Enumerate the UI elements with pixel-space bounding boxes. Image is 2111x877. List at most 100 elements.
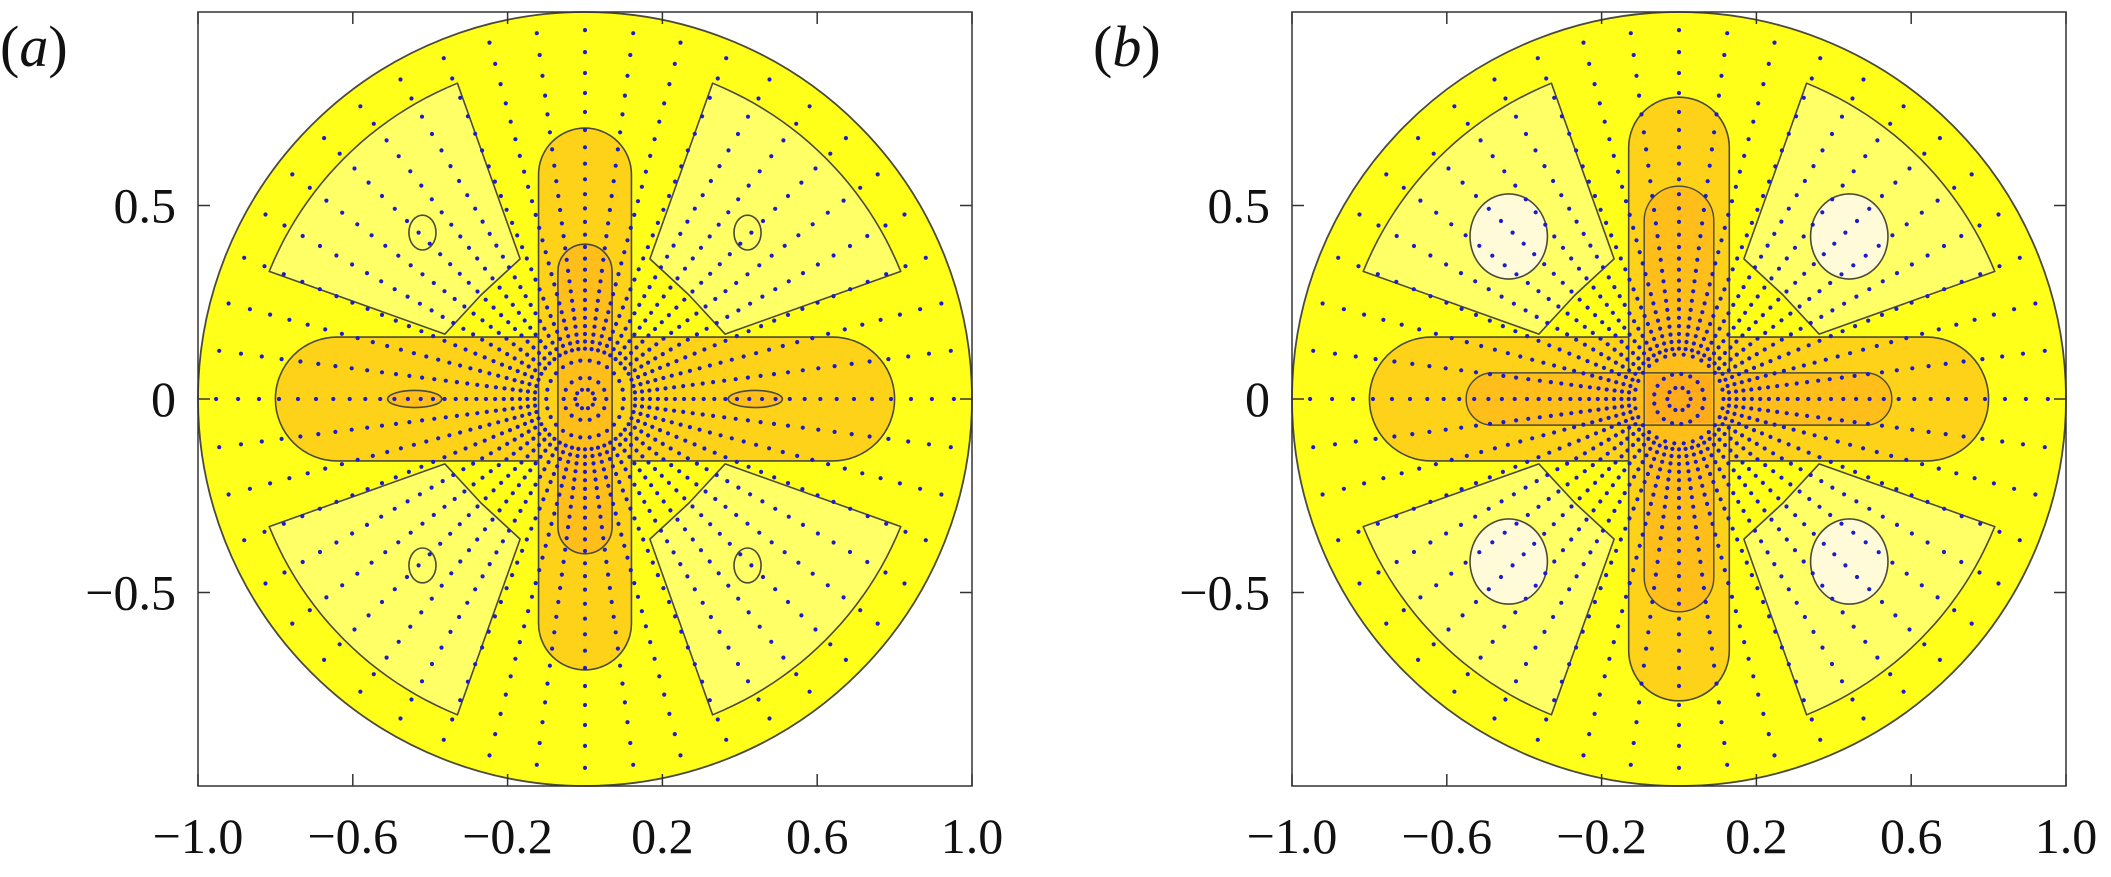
- particle-dot: [1768, 359, 1773, 364]
- particle-dot: [1585, 488, 1590, 493]
- particle-dot: [622, 366, 628, 371]
- particle-dot: [1552, 95, 1557, 100]
- particle-dot: [769, 253, 774, 258]
- particle-dot: [393, 318, 398, 323]
- particle-dot: [617, 351, 623, 356]
- particle-dot: [649, 310, 654, 315]
- particle-dot: [1621, 382, 1626, 387]
- particle-dot: [563, 547, 568, 552]
- particle-dot: [1909, 493, 1914, 498]
- particle-dot: [682, 527, 688, 532]
- particle-dot: [813, 166, 818, 171]
- particle-dot: [1719, 720, 1724, 725]
- particle-dot: [533, 482, 538, 487]
- particle-dot: [851, 396, 857, 402]
- particle-dot: [1623, 199, 1629, 204]
- center-ring-dot: [561, 396, 566, 402]
- particle-dot: [661, 417, 666, 423]
- particle-dot: [666, 480, 672, 485]
- particle-dot: [509, 220, 515, 225]
- particle-dot: [1829, 661, 1835, 667]
- particle-dot: [622, 448, 627, 453]
- center-ring-dot: [1647, 430, 1652, 435]
- lobe-island-2: [1469, 518, 1549, 605]
- particle-dot: [396, 540, 401, 545]
- particle-dot: [491, 488, 496, 493]
- particle-dot: [1559, 412, 1564, 417]
- particle-dot: [1757, 386, 1762, 391]
- particle-dot: [487, 231, 492, 236]
- particle-dot: [1828, 512, 1833, 518]
- particle-dot: [1676, 315, 1682, 320]
- particle-dot: [567, 279, 572, 284]
- particle-dot: [1600, 320, 1605, 325]
- particle-dot: [623, 437, 628, 442]
- particle-dot: [1779, 456, 1784, 461]
- particle-dot: [613, 282, 618, 287]
- particle-dot: [841, 198, 846, 203]
- x-tick-label: −0.2: [1556, 808, 1647, 864]
- particle-dot: [595, 445, 601, 450]
- particle-dot: [582, 454, 588, 459]
- center-ring-dot: [1690, 439, 1695, 444]
- particle-dot: [350, 300, 355, 305]
- particle-dot: [1449, 336, 1454, 341]
- particle-dot: [1657, 443, 1662, 448]
- particle-dot: [1596, 386, 1601, 391]
- particle-dot: [420, 375, 425, 380]
- particle-dot: [457, 271, 462, 276]
- particle-dot: [2002, 396, 2008, 402]
- particle-dot: [429, 308, 434, 313]
- particle-dot: [2000, 354, 2005, 359]
- particle-dot: [1775, 396, 1781, 402]
- particle-dot: [1620, 429, 1625, 434]
- particle-dot: [1567, 131, 1572, 136]
- particle-dot: [665, 362, 671, 367]
- particle-dot: [527, 382, 532, 387]
- particle-dot: [1649, 464, 1654, 469]
- particle-dot: [520, 548, 525, 553]
- center-ring-dot: [1636, 415, 1641, 420]
- particle-dot: [379, 279, 384, 284]
- particle-dot: [281, 272, 286, 277]
- particle-dot: [717, 164, 722, 169]
- particle-dot: [1861, 347, 1866, 352]
- particle-dot: [545, 305, 550, 310]
- particle-dot: [529, 418, 535, 424]
- particle-dot: [1614, 245, 1619, 250]
- particle-dot: [1697, 318, 1703, 323]
- particle-dot: [441, 737, 446, 742]
- particle-dot: [1443, 366, 1448, 371]
- particle-dot: [1660, 459, 1665, 464]
- particle-dot: [1559, 193, 1564, 198]
- particle-dot: [1676, 267, 1682, 272]
- particle-dot: [875, 621, 880, 626]
- particle-dot: [537, 52, 542, 58]
- particle-dot: [1320, 492, 1325, 497]
- particle-dot: [1627, 390, 1632, 395]
- particle-dot: [1707, 163, 1712, 168]
- particle-dot: [1691, 504, 1696, 509]
- particle-dot: [500, 254, 505, 259]
- particle-dot: [1850, 697, 1855, 702]
- particle-dot: [796, 560, 801, 565]
- particle-dot: [1943, 432, 1948, 437]
- particle-dot: [1889, 453, 1894, 458]
- particle-dot: [1627, 482, 1632, 487]
- particle-dot: [1648, 501, 1653, 506]
- particle-dot: [1511, 492, 1516, 497]
- particle-dot: [1604, 387, 1609, 392]
- particle-dot: [619, 261, 624, 266]
- particle-dot: [650, 560, 655, 565]
- particle-dot: [582, 145, 588, 150]
- particle-dot: [548, 479, 553, 485]
- particle-dot: [518, 388, 523, 393]
- particle-dot: [529, 594, 535, 599]
- particle-dot: [1959, 233, 1964, 239]
- particle-dot: [1524, 396, 1530, 402]
- particle-dot: [1730, 374, 1735, 380]
- y-tick-label: 0.5: [114, 178, 177, 234]
- particle-dot: [383, 550, 388, 555]
- particle-dot: [558, 207, 563, 213]
- particle-dot: [614, 471, 619, 477]
